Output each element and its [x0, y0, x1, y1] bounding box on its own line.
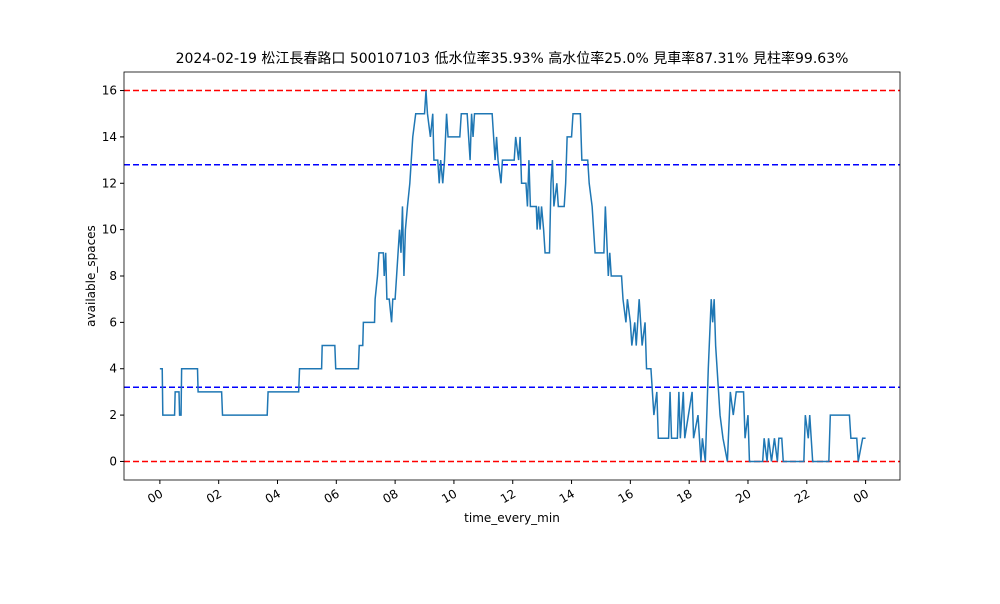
y-tick-label: 6	[109, 315, 117, 329]
x-tick-label: 00	[851, 486, 871, 506]
x-axis-label: time_every_min	[464, 511, 560, 525]
plot-frame	[123, 71, 901, 481]
x-tick-label: 14	[557, 486, 577, 506]
y-tick-label: 8	[109, 269, 117, 283]
x-tick-label: 04	[263, 486, 283, 506]
x-tick-label: 08	[380, 486, 400, 506]
y-tick-label: 14	[102, 130, 117, 144]
chart-title: 2024-02-19 松江長春路口 500107103 低水位率35.93% 高…	[176, 50, 849, 67]
x-tick-label: 16	[616, 486, 636, 506]
y-tick-label: 0	[109, 454, 117, 468]
y-tick-label: 4	[109, 362, 117, 376]
x-tick-label: 00	[145, 486, 165, 506]
x-tick-label: 12	[498, 486, 518, 506]
x-tick-label: 10	[439, 486, 459, 506]
y-tick-label: 12	[102, 176, 117, 190]
y-axis-label: available_spaces	[84, 225, 98, 327]
x-tick-label: 06	[322, 486, 342, 506]
y-tick-label: 10	[102, 223, 117, 237]
x-tick-label: 18	[674, 486, 694, 506]
x-tick-label: 02	[204, 486, 224, 506]
x-tick-label: 22	[792, 486, 812, 506]
y-tick-label: 2	[109, 408, 117, 422]
data-line	[159, 90, 866, 463]
y-tick-label: 16	[102, 84, 117, 98]
x-tick-label: 20	[733, 486, 753, 506]
